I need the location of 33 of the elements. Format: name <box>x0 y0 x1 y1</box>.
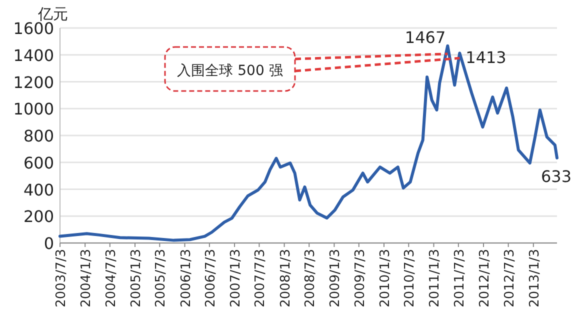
y-tick-label: 400 <box>23 180 54 200</box>
x-tick-label: 2010/7/3 <box>402 249 418 308</box>
x-tick-label: 2007/1/3 <box>228 249 244 308</box>
x-tick-label: 2010/1/3 <box>378 249 393 308</box>
x-tick-label: 2011/7/3 <box>452 249 468 308</box>
y-tick-label: 1400 <box>13 46 54 65</box>
x-tick-label: 2009/7/3 <box>352 249 368 308</box>
annotation: 入围全球 500 强 <box>177 63 283 79</box>
x-tick-label: 2012/1/3 <box>478 249 493 308</box>
x-tick-label: 2004/7/3 <box>104 249 119 308</box>
annotation: 1467 <box>404 28 446 47</box>
annotation: 633 <box>541 166 572 186</box>
x-tick-label: 2003/7/3 <box>54 249 69 308</box>
x-tick-label: 2007/7/3 <box>253 249 268 308</box>
x-tick-label: 2009/1/3 <box>328 249 344 308</box>
x-tick-label: 2008/7/3 <box>303 249 318 308</box>
y-tick-label: 200 <box>23 207 54 226</box>
x-tick-label: 2011/1/3 <box>428 249 443 308</box>
x-tick-label: 2013/1/3 <box>527 249 542 308</box>
y-tick-label: 1200 <box>13 72 54 92</box>
y-tick-label: 600 <box>23 153 54 172</box>
x-tick-label: 2006/7/3 <box>203 249 218 308</box>
y-tick-label: 1000 <box>13 100 54 119</box>
y-tick-label: 0 <box>44 234 54 253</box>
x-tick-label: 2005/7/3 <box>154 249 169 308</box>
annotation: 1413 <box>466 48 506 68</box>
x-tick-label: 2008/1/3 <box>278 249 294 308</box>
x-tick-label: 2004/1/3 <box>79 249 94 308</box>
y-axis-title: 亿元 <box>37 5 68 23</box>
x-tick-label: 2012/7/3 <box>502 249 518 308</box>
x-tick-label: 2006/1/3 <box>178 249 194 308</box>
y-tick-label: 800 <box>23 126 54 146</box>
x-tick-label: 2005/1/3 <box>128 249 144 308</box>
